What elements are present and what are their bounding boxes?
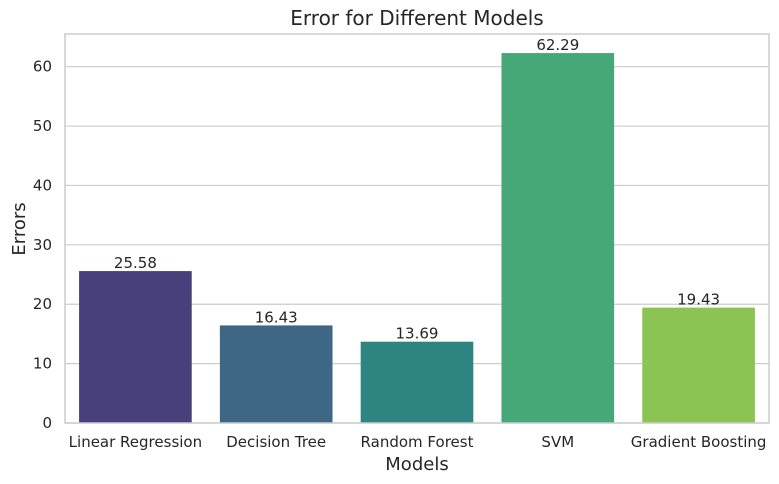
y-tick-label-40: 40 [33,176,52,194]
bar-linear-regression [79,271,192,423]
y-tick-label-20: 20 [33,295,52,313]
x-tick-label-svm: SVM [541,433,574,451]
plot-frame [64,33,770,424]
bars: 25.58 16.43 13.69 62.29 19.43 [79,36,755,424]
x-tick-label-linear-regression: Linear Regression [69,433,202,451]
bar-decision-tree [219,325,333,423]
y-axis-title: Errors [9,202,30,255]
bar-value-label-gradient-boosting: 19.43 [677,291,720,309]
bar-gradient-boosting [642,307,755,423]
bar-value-label-decision-tree: 16.43 [255,308,298,326]
x-axis-title: Models [385,454,448,475]
y-tick-labels: 0 10 20 30 40 50 60 [33,58,52,432]
y-tick-label-60: 60 [33,58,52,76]
y-tick-label-0: 0 [42,414,52,432]
x-tick-label-gradient-boosting: Gradient Boosting [631,433,767,451]
y-tick-label-50: 50 [33,117,52,135]
bar-value-label-random-forest: 13.69 [396,325,439,343]
x-tick-label-decision-tree: Decision Tree [226,433,326,451]
bar-value-label-svm: 62.29 [536,36,579,54]
y-tick-label-30: 30 [33,236,52,254]
bar-random-forest [360,341,474,423]
bar-svm [501,53,615,424]
x-tick-label-random-forest: Random Forest [361,433,474,451]
y-tick-label-10: 10 [33,355,52,373]
x-tick-labels: Linear Regression Decision Tree Random For… [69,433,767,451]
chart-title: Error for Different Models [290,6,543,30]
bar-value-label-linear-regression: 25.58 [114,254,157,272]
